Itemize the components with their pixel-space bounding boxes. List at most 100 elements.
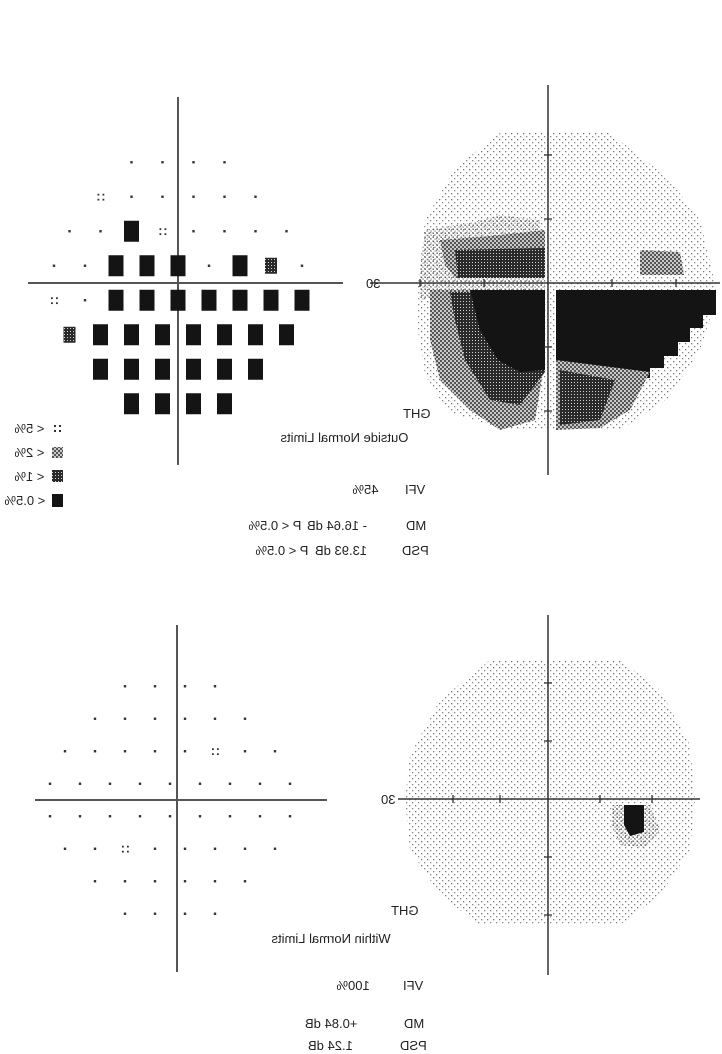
top-symbol-r4-c5: [201, 289, 217, 311]
top-symbol-r4-c7: [263, 289, 279, 311]
top-field-black-left: [470, 290, 545, 372]
top-md-p: P < 0.5%: [248, 518, 301, 533]
bottom-symbol-r3-c0: [48, 782, 52, 785]
top-legend: < 5% < 2% < 1% < 0.5%: [4, 421, 63, 508]
top-symbol-r3-c5: [207, 264, 211, 267]
top-grayscale-map: 30: [366, 85, 720, 475]
top-symbol-r7-c1: [155, 393, 170, 415]
top-symbol-r4-c6: [232, 289, 248, 311]
top-field-checker-right: [640, 250, 684, 275]
top-symbol-r2-c4: [192, 230, 195, 233]
top-symbol-r5-c7: [279, 324, 294, 346]
top-symbol-r6-c0: [93, 358, 108, 380]
legend-checker-symbol: [52, 447, 63, 458]
top-symbol-r5-c5: [217, 324, 232, 346]
top-probability-plot: [28, 97, 343, 465]
legend-dense-symbol: [52, 470, 63, 482]
bottom-grayscale-map: 30: [381, 615, 700, 975]
bottom-axis-30-label: 30: [381, 792, 395, 807]
top-symbol-r2-c3: [159, 228, 167, 236]
top-symbol-r6-c2: [155, 358, 170, 380]
top-symbol-r5-c2: [124, 324, 139, 346]
top-psd-p: P < 0.5%: [255, 543, 308, 558]
bottom-symbol-r4-c4: [168, 815, 172, 818]
bottom-symbol-r1-c3: [183, 717, 187, 720]
top-psd-value: 13.93 dB: [315, 543, 367, 558]
legend-item-5: < 5%: [14, 421, 61, 436]
top-axis-30-label: 30: [366, 276, 380, 291]
bottom-symbol-r4-c3: [138, 815, 142, 818]
bottom-field-region: [405, 660, 695, 925]
bottom-symbol-r2-c0: [63, 750, 67, 753]
top-symbol-r2-c7: [285, 230, 288, 233]
top-symbol-r5-c4: [186, 324, 201, 346]
top-symbol-r4-c1: [83, 299, 87, 302]
top-field-lower-right-dense: [560, 370, 615, 425]
bottom-symbol-r3-c6: [228, 782, 232, 785]
top-symbol-r2-c6: [254, 230, 257, 233]
bottom-symbol-r6-c0: [93, 880, 97, 883]
bottom-symbol-r2-c6: [243, 750, 247, 753]
top-symbol-r1-c5: [254, 195, 257, 198]
top-symbol-r5-c3: [155, 324, 170, 346]
bottom-symbol-r3-c8: [288, 782, 292, 785]
bottom-symbol-r5-c4: [183, 847, 187, 850]
bottom-symbol-r4-c7: [258, 815, 262, 818]
top-symbol-r0-c1: [161, 161, 164, 164]
bottom-symbol-r0-c2: [183, 685, 187, 688]
top-symbol-r2-c1: [99, 230, 102, 233]
bottom-symbol-r7-c0: [123, 912, 127, 915]
top-symbol-r7-c0: [124, 393, 139, 415]
top-symbol-r4-c8: [294, 289, 310, 311]
bottom-psd-value: 1.24 dB: [308, 1038, 353, 1053]
bottom-probability-plot: [35, 625, 327, 972]
top-symbol-r4-c0: [51, 297, 58, 305]
top-symbol-r1-c2: [161, 195, 164, 198]
bottom-symbol-r1-c2: [153, 717, 157, 720]
top-symbol-r3-c1: [83, 264, 87, 267]
bottom-symbol-r7-c1: [153, 912, 157, 915]
top-symbol-r3-c3: [139, 255, 155, 277]
legend-label-2: < 2%: [14, 445, 44, 460]
top-md-value: - 16.64 dB: [307, 518, 367, 533]
bottom-symbol-r6-c5: [243, 880, 247, 883]
bottom-ght-result: Within Normal Limits: [271, 931, 391, 946]
top-symbol-r6-c5: [248, 358, 263, 380]
top-indices: GHT Outside Normal Limits VFI 45% MD - 1…: [248, 406, 431, 558]
bottom-vfi-label: VFI: [403, 978, 423, 993]
bottom-symbol-r2-c2: [123, 750, 127, 753]
top-symbol-r2-c5: [223, 230, 226, 233]
bottom-ght-label: GHT: [391, 903, 419, 918]
top-vfi-value: 45%: [352, 482, 378, 497]
top-symbol-r0-c2: [192, 161, 195, 164]
bottom-symbol-r6-c2: [153, 880, 157, 883]
bottom-md-value: +0.84 dB: [305, 1016, 357, 1031]
bottom-symbol-r4-c2: [108, 815, 112, 818]
bottom-symbol-r5-c2: [122, 845, 129, 853]
top-symbol-r5-c6: [248, 324, 263, 346]
bottom-symbol-r5-c3: [153, 847, 157, 850]
bottom-symbol-r2-c4: [183, 750, 187, 753]
bottom-symbol-r3-c1: [78, 782, 82, 785]
top-symbol-r3-c6: [232, 255, 248, 277]
bottom-symbol-r6-c3: [183, 880, 187, 883]
bottom-symbol-r7-c2: [183, 912, 187, 915]
legend-label-5: < 5%: [14, 421, 44, 436]
bottom-symbol-r3-c7: [258, 782, 262, 785]
top-symbol-r7-c3: [217, 393, 232, 415]
bottom-symbol-r0-c1: [153, 685, 157, 688]
bottom-symbol-r1-c0: [93, 717, 97, 720]
top-vfi-label: VFI: [405, 482, 425, 497]
bottom-psd-label: PSD: [400, 1038, 427, 1053]
top-symbol-r2-c2: [124, 220, 139, 242]
bottom-symbol-r7-c3: [213, 912, 217, 915]
bottom-indices: GHT Within Normal Limits VFI 100% MD +0.…: [271, 903, 427, 1053]
legend-label-05: < 0.5%: [4, 493, 45, 508]
bottom-symbol-r6-c4: [213, 880, 217, 883]
bottom-field-scotoma-black: [624, 805, 644, 836]
bottom-symbol-r5-c6: [243, 847, 247, 850]
top-probability-symbols: [51, 161, 310, 415]
bottom-symbol-r2-c1: [93, 750, 97, 753]
bottom-symbol-r5-c0: [63, 847, 67, 850]
